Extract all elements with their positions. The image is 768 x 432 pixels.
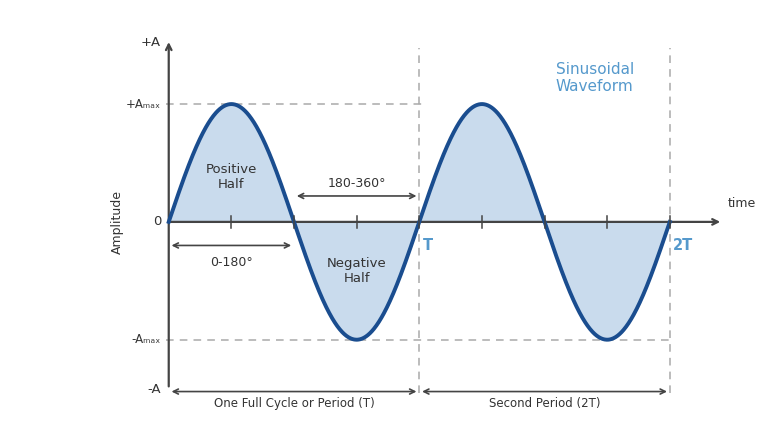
Text: 180-360°: 180-360° — [327, 177, 386, 190]
Text: -A: -A — [147, 383, 161, 396]
Text: Second Period (2T): Second Period (2T) — [488, 397, 601, 410]
Text: +A: +A — [141, 36, 161, 49]
Text: +Aₘₐₓ: +Aₘₐₓ — [126, 98, 161, 111]
Text: Negative
Half: Negative Half — [326, 257, 386, 286]
Text: One Full Cycle or Period (T): One Full Cycle or Period (T) — [214, 397, 374, 410]
Text: Sinusoidal
Waveform: Sinusoidal Waveform — [555, 62, 634, 94]
Text: T: T — [422, 238, 432, 254]
Text: Amplitude: Amplitude — [111, 190, 124, 254]
Text: 0: 0 — [153, 216, 161, 229]
Text: time: time — [728, 197, 756, 210]
Text: 2T: 2T — [673, 238, 694, 254]
Text: Positive
Half: Positive Half — [206, 163, 257, 191]
Text: -Aₘₐₓ: -Aₘₐₓ — [132, 333, 161, 346]
Text: 0-180°: 0-180° — [210, 256, 253, 269]
